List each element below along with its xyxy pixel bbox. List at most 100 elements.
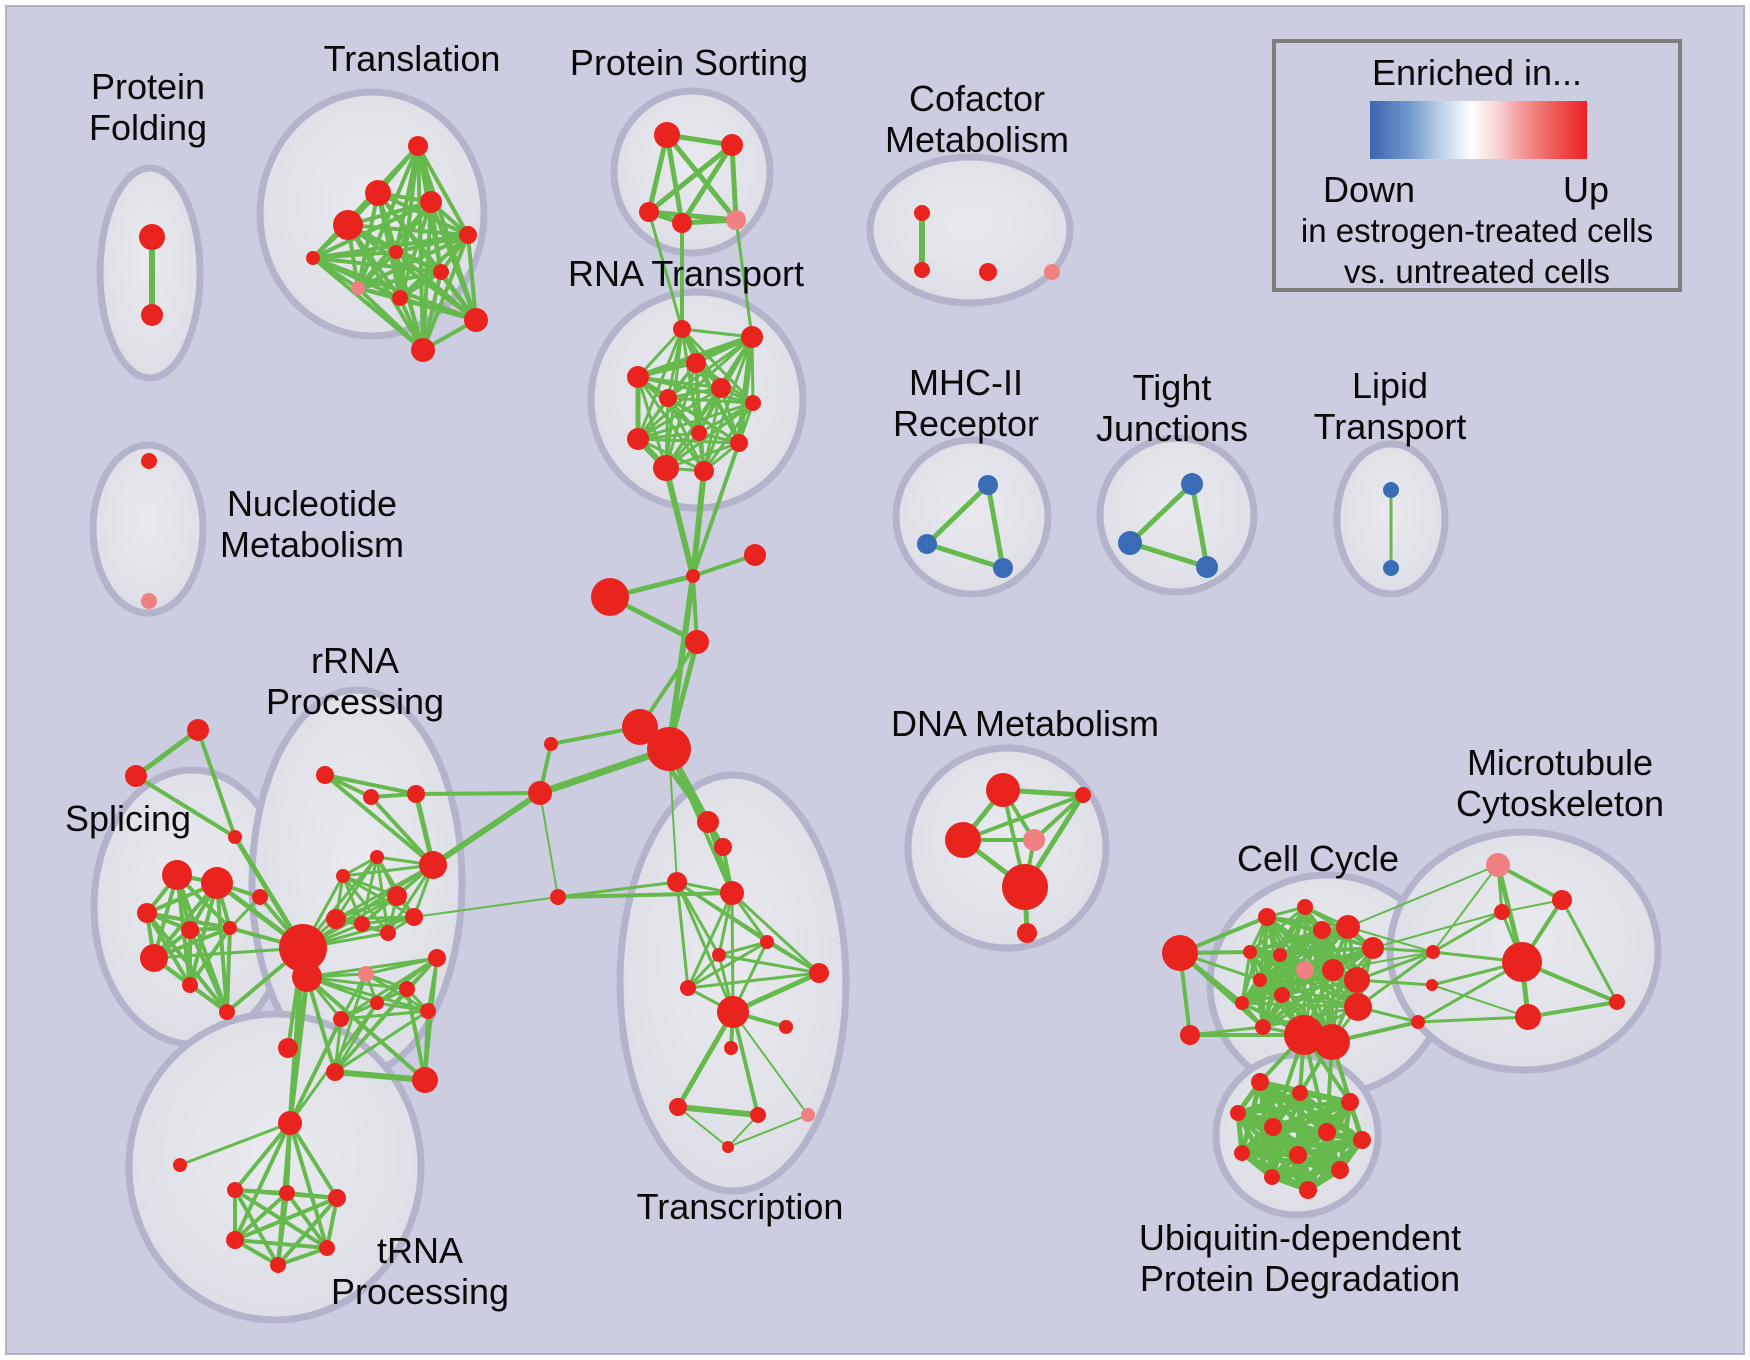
network-node-t6 [389, 245, 403, 259]
network-node-rp12 [428, 949, 446, 967]
network-node-ub3 [1341, 1093, 1359, 1111]
network-node-ub7 [1353, 1131, 1371, 1149]
legend-caption-line1: in estrogen-treated cells [1300, 212, 1654, 249]
network-node-tc9 [717, 996, 749, 1028]
network-edge [423, 956, 439, 1082]
network-edge [413, 896, 559, 918]
network-edge [233, 1121, 292, 1242]
network-edge [188, 881, 219, 987]
network-node-tp4 [328, 1189, 346, 1207]
network-node-hub1 [622, 709, 658, 745]
network-node-t3 [420, 191, 442, 213]
network-edge [1501, 899, 1563, 913]
network-node-dm1 [986, 773, 1020, 807]
network-edge [636, 401, 755, 441]
network-edge [1032, 793, 1085, 842]
network-node-rp5 [336, 869, 350, 883]
network-edge [196, 728, 237, 839]
network-edge [675, 880, 735, 1014]
network-node-cc11 [1253, 973, 1267, 987]
network-edge [1258, 978, 1360, 1009]
network-edge [305, 975, 409, 991]
network-node-cc6 [1243, 945, 1257, 959]
network-node-t12 [306, 251, 320, 265]
legend-gradient-bar [1370, 101, 1587, 159]
network-edge [736, 334, 755, 446]
network-node-mc5 [1515, 1004, 1541, 1030]
network-edge [730, 891, 821, 975]
network-edge [323, 773, 418, 796]
network-node-cc14 [1344, 993, 1372, 1021]
network-edge [727, 1114, 809, 1148]
network-edge [369, 795, 435, 867]
network-node-nm1 [141, 453, 157, 469]
network-node-mh2 [917, 534, 937, 554]
network-node-rp7 [419, 851, 447, 879]
network-node-rp9 [354, 916, 370, 932]
network-node-mh1 [978, 475, 998, 495]
network-node-dm2 [1075, 787, 1091, 803]
network-edge [636, 375, 668, 470]
network-node-rp16 [420, 1003, 436, 1019]
network-node-tc15 [722, 1141, 734, 1153]
network-edge [686, 891, 734, 990]
network-edge [233, 1238, 329, 1250]
network-node-rt8 [627, 428, 649, 450]
network-edge [1355, 950, 1435, 982]
network-node-tc3 [667, 872, 687, 892]
network-edge [305, 975, 337, 1074]
network-edge [341, 874, 390, 935]
network-node-tc5 [760, 935, 774, 949]
network-node-hub2 [647, 727, 691, 771]
network-node-tp6 [319, 1240, 335, 1256]
network-edge [346, 223, 470, 237]
network-node-tc11 [724, 1041, 738, 1055]
network-edge [636, 375, 755, 405]
network-node-tp2 [227, 1182, 243, 1198]
network-node-mc4 [1502, 942, 1542, 982]
cluster-ellipse-dna-metabolism [904, 744, 1110, 952]
network-edge [646, 132, 670, 215]
network-edge [145, 911, 229, 1014]
network-node-t2 [365, 180, 391, 206]
network-node-ps5 [726, 210, 746, 230]
network-node-rp10 [380, 925, 396, 941]
network-node-rp13 [358, 966, 374, 982]
network-node-rt2 [741, 326, 763, 348]
cluster-ellipse-cofactor-metabolism [866, 153, 1074, 307]
network-node-dm6 [1017, 923, 1037, 943]
network-edge [225, 926, 232, 1014]
network-node-tc2 [714, 838, 732, 856]
network-edge [686, 971, 821, 990]
network-node-lt1 [1383, 482, 1399, 498]
network-node-rt10 [730, 434, 748, 452]
network-edge [421, 270, 443, 352]
network-edge [394, 250, 443, 274]
network-edge [1127, 481, 1195, 546]
network-node-cc2 [1297, 899, 1313, 915]
network-node-tc8 [680, 980, 696, 996]
network-node-x3 [1411, 1015, 1425, 1029]
network-node-sl6 [140, 944, 168, 972]
network-edge [287, 974, 310, 1126]
network-edge [1416, 1015, 1530, 1024]
network-node-sl2 [201, 867, 233, 899]
network-edge [636, 335, 754, 441]
network-node-cc18 [1180, 1025, 1200, 1045]
network-edge [288, 1121, 329, 1250]
network-node-tc7 [809, 963, 829, 983]
network-edge [1372, 911, 1503, 949]
network-edge [133, 727, 201, 779]
cluster-ellipse-tight-junctions [1096, 434, 1258, 596]
network-node-x2 [1426, 979, 1438, 991]
network-node-slx [252, 889, 268, 905]
network-edge [675, 880, 690, 990]
network-node-ub2 [1292, 1085, 1308, 1101]
network-node-cn4 [685, 630, 709, 654]
cluster-ellipse-mhc-ii-receptor [892, 436, 1052, 598]
network-edge [1248, 925, 1350, 954]
network-node-tc12 [669, 1098, 687, 1116]
network-node-rp15 [370, 996, 384, 1010]
legend-caption-line2: vs. untreated cells [1344, 253, 1610, 290]
